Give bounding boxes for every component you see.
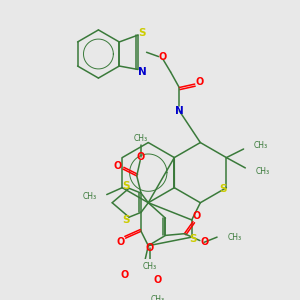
Text: S: S (122, 181, 129, 191)
Text: S: S (122, 215, 129, 225)
Text: O: O (159, 52, 167, 61)
Text: CH₃: CH₃ (134, 134, 148, 143)
Text: O: O (116, 237, 124, 247)
Text: O: O (137, 152, 145, 162)
Text: O: O (114, 160, 122, 171)
Text: O: O (200, 237, 208, 247)
Text: CH₃: CH₃ (142, 262, 157, 271)
Text: O: O (121, 270, 129, 280)
Text: O: O (192, 212, 201, 221)
Text: S: S (139, 28, 146, 38)
Text: CH₃: CH₃ (227, 232, 242, 242)
Text: CH₃: CH₃ (254, 141, 268, 150)
Text: O: O (196, 77, 204, 87)
Text: O: O (154, 275, 162, 285)
Text: CH₃: CH₃ (256, 167, 270, 176)
Text: O: O (146, 244, 154, 254)
Text: N: N (175, 106, 184, 116)
Text: S: S (219, 184, 227, 194)
Text: N: N (138, 67, 147, 77)
Text: CH₃: CH₃ (151, 295, 165, 300)
Text: S: S (190, 234, 197, 244)
Text: CH₃: CH₃ (82, 192, 96, 201)
